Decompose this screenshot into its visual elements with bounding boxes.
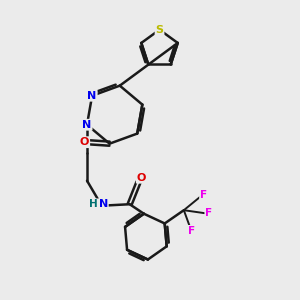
Text: F: F [205, 208, 212, 218]
Text: O: O [137, 173, 146, 183]
Text: N: N [88, 91, 97, 101]
Text: O: O [80, 137, 89, 147]
Text: N: N [99, 199, 108, 209]
Text: F: F [200, 190, 207, 200]
Text: H: H [88, 199, 97, 209]
Text: S: S [155, 25, 164, 35]
Text: N: N [82, 120, 91, 130]
Text: F: F [188, 226, 195, 236]
